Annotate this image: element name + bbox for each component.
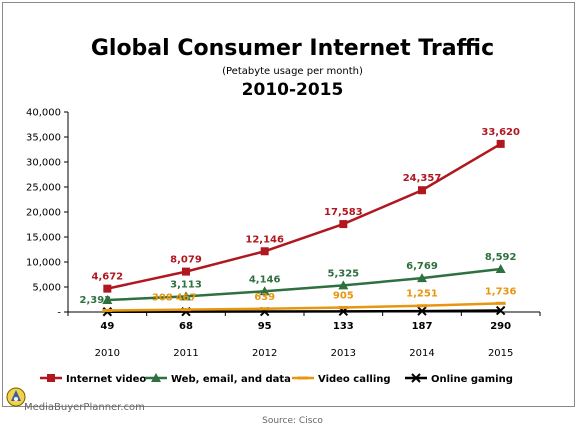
- y-tick-label: 10,000: [26, 258, 61, 269]
- data-point-video-calling: [495, 301, 506, 305]
- data-label-video-calling: 639: [254, 292, 275, 303]
- data-label-internet-video: 24,357: [403, 173, 442, 184]
- y-tick-label: 20,000: [26, 208, 61, 219]
- data-point-web-email-and-data: [181, 291, 191, 301]
- series-line-internet-video: [107, 142, 502, 290]
- data-point-video-calling: [338, 305, 349, 309]
- data-label-online-gaming: 290: [490, 321, 511, 332]
- y-tick-label: 25,000: [26, 183, 61, 194]
- data-point-web-email-and-data: [259, 286, 270, 296]
- data-point-internet-video: [339, 220, 348, 229]
- chart-frame: [2, 2, 575, 407]
- data-point-video-calling: [102, 308, 113, 312]
- data-point-online-gaming: [417, 306, 427, 316]
- x-tick-label: 2015: [488, 348, 513, 359]
- data-point-online-gaming: [495, 305, 506, 316]
- legend-label-online-gaming: Online gaming: [431, 374, 513, 385]
- data-label-video-calling: 905: [333, 290, 354, 301]
- y-tick-label: 15,000: [26, 233, 61, 244]
- data-label-internet-video: 17,583: [324, 207, 363, 218]
- series-line-video-calling: [107, 302, 501, 312]
- data-point-web-email-and-data: [417, 273, 427, 283]
- source-note: Source: Cisco: [262, 416, 323, 426]
- x-tick-label: 2011: [173, 348, 198, 359]
- series-line-web-email-and-data: [107, 267, 501, 302]
- y-tick-label: 40,000: [26, 108, 61, 119]
- x-tick-label: 2013: [331, 348, 356, 359]
- legend-marker-internet-video: [47, 374, 55, 382]
- data-label-internet-video: 4,672: [92, 272, 124, 283]
- chart-year-range: 2010-2015: [241, 80, 344, 100]
- data-label-online-gaming: 49: [100, 321, 114, 332]
- chart-subtitle: (Petabyte usage per month): [222, 66, 363, 77]
- chart-title: Global Consumer Internet Traffic: [90, 36, 495, 61]
- data-point-video-calling: [259, 307, 270, 311]
- data-label-online-gaming: 68: [179, 321, 193, 332]
- data-point-internet-video: [182, 267, 190, 276]
- y-tick-label: 30,000: [26, 158, 61, 169]
- data-label-video-calling: 467: [176, 293, 197, 304]
- x-tick-label: 2012: [252, 348, 277, 359]
- watermark: MediaBuyerPlanner.com: [24, 402, 145, 413]
- data-label-online-gaming: 133: [333, 321, 354, 332]
- data-point-web-email-and-data: [102, 295, 113, 305]
- data-label-internet-video: 12,146: [245, 234, 284, 245]
- data-label-internet-video: 33,620: [481, 127, 520, 138]
- x-tick-label: 2010: [95, 348, 120, 359]
- data-point-web-email-and-data: [495, 264, 506, 274]
- legend-label-video-calling: Video calling: [318, 374, 391, 385]
- data-label-web-email-and-data: 5,325: [328, 268, 360, 279]
- legend-marker-web-email-and-data: [151, 373, 161, 382]
- data-label-web-email-and-data: 3,113: [170, 279, 202, 290]
- data-label-web-email-and-data: 6,769: [406, 261, 438, 272]
- legend-marker-online-gaming: [411, 373, 421, 383]
- data-point-internet-video: [496, 139, 505, 148]
- y-tick-label: 35,000: [26, 133, 61, 144]
- data-label-online-gaming: 95: [258, 321, 272, 332]
- legend-marker-video-calling: [298, 376, 308, 380]
- series-line-online-gaming: [107, 309, 501, 314]
- data-point-video-calling: [417, 304, 427, 308]
- data-label-internet-video: 8,079: [170, 255, 202, 266]
- data-point-internet-video: [418, 186, 426, 195]
- legend-label-web-email-and-data: Web, email, and data: [171, 374, 291, 385]
- data-label-web-email-and-data: 4,146: [249, 274, 281, 285]
- data-label-online-gaming: 187: [412, 321, 433, 332]
- data-point-internet-video: [103, 284, 112, 293]
- data-label-video-calling: 1,736: [485, 286, 517, 297]
- data-point-internet-video: [260, 247, 269, 256]
- legend-label-internet-video: Internet video: [66, 374, 146, 385]
- data-point-video-calling: [181, 308, 191, 312]
- data-label-video-calling: 308: [152, 292, 173, 303]
- y-tick-label: -: [57, 308, 61, 319]
- data-label-web-email-and-data: 8,592: [485, 252, 517, 263]
- data-label-web-email-and-data: 2,393: [80, 295, 112, 306]
- data-point-web-email-and-data: [338, 280, 349, 290]
- x-tick-label: 2014: [409, 348, 434, 359]
- data-label-video-calling: 1,251: [406, 289, 438, 300]
- y-tick-label: 5,000: [32, 283, 61, 294]
- mediabuyerplanner-logo-icon: [6, 387, 26, 407]
